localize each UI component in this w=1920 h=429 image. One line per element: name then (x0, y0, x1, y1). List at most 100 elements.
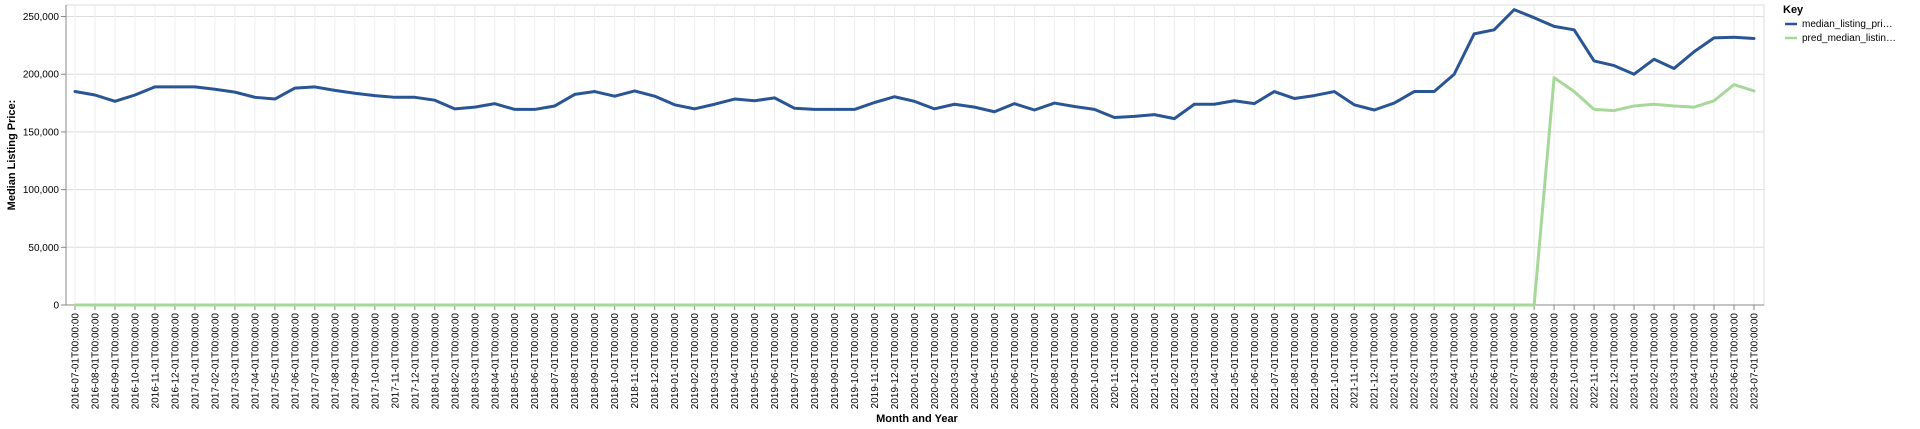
x-axis-title: Month and Year (876, 413, 958, 425)
x-tick-label: 2017-10-01T00:00:00 (370, 313, 381, 410)
x-tick-label: 2018-02-01T00:00:00 (450, 313, 461, 410)
x-tick-label: 2020-08-01T00:00:00 (1050, 313, 1061, 410)
x-tick-label: 2022-09-01T00:00:00 (1550, 313, 1561, 410)
x-tick-label: 2020-02-01T00:00:00 (930, 313, 941, 410)
x-tick-label: 2019-07-01T00:00:00 (790, 313, 801, 410)
x-tick-label: 2020-10-01T00:00:00 (1090, 313, 1101, 410)
x-tick-label: 2022-03-01T00:00:00 (1430, 313, 1441, 410)
x-tick-label: 2022-11-01T00:00:00 (1590, 313, 1601, 409)
y-axis-title: Median Listing Price: (6, 100, 18, 211)
legend-entry-label: median_listing_pri… (1802, 19, 1893, 30)
series-line-pred-median-listing-price (73, 76, 1756, 307)
x-tick-label: 2018-08-01T00:00:00 (570, 313, 581, 410)
x-tick-label: 2020-05-01T00:00:00 (990, 313, 1001, 410)
x-tick-label: 2018-06-01T00:00:00 (530, 313, 541, 410)
x-tick-label: 2017-03-01T00:00:00 (230, 313, 241, 410)
x-tick-label: 2019-03-01T00:00:00 (710, 313, 721, 410)
x-tick-label: 2021-04-01T00:00:00 (1210, 313, 1221, 410)
x-tick-label: 2020-01-01T00:00:00 (910, 313, 921, 410)
x-tick-label: 2020-09-01T00:00:00 (1070, 313, 1081, 410)
x-tick-label: 2023-03-01T00:00:00 (1670, 313, 1681, 410)
x-tick-label: 2018-05-01T00:00:00 (510, 313, 521, 410)
x-tick-label: 2023-02-01T00:00:00 (1650, 313, 1661, 410)
legend-title: Key (1783, 4, 1804, 16)
x-tick-label: 2017-08-01T00:00:00 (330, 313, 341, 410)
x-tick-label: 2016-11-01T00:00:00 (150, 313, 161, 409)
series-lines (73, 8, 1756, 307)
x-tick-label: 2018-07-01T00:00:00 (550, 313, 561, 410)
x-tick-label: 2022-01-01T00:00:00 (1390, 313, 1401, 410)
gridlines (65, 4, 1765, 306)
x-tick-label: 2020-04-01T00:00:00 (970, 313, 981, 410)
y-tick-label: 200,000 (23, 70, 60, 81)
x-tick-label: 2019-08-01T00:00:00 (810, 313, 821, 410)
x-tick-label: 2021-01-01T00:00:00 (1150, 313, 1161, 410)
x-tick-label: 2020-07-01T00:00:00 (1030, 313, 1041, 410)
series-line-median-listing-price (73, 8, 1756, 121)
x-tick-label: 2022-05-01T00:00:00 (1470, 313, 1481, 410)
y-tick-label: 150,000 (23, 127, 60, 138)
x-tick-label: 2022-06-01T00:00:00 (1490, 313, 1501, 410)
x-tick-label: 2022-04-01T00:00:00 (1450, 313, 1461, 410)
x-tick-label: 2019-10-01T00:00:00 (850, 313, 861, 410)
x-tick-label: 2021-12-01T00:00:00 (1370, 313, 1381, 410)
x-tick-label: 2020-03-01T00:00:00 (950, 313, 961, 410)
x-tick-label: 2017-01-01T00:00:00 (190, 313, 201, 410)
x-tick-label: 2021-03-01T00:00:00 (1190, 313, 1201, 410)
y-tick-label: 50,000 (28, 243, 59, 254)
x-tick-label: 2018-09-01T00:00:00 (590, 313, 601, 410)
x-tick-label: 2019-04-01T00:00:00 (730, 313, 741, 410)
legend-entry-label: pred_median_listin… (1802, 33, 1896, 44)
x-tick-label: 2021-05-01T00:00:00 (1230, 313, 1241, 410)
x-tick-label: 2021-02-01T00:00:00 (1170, 313, 1181, 410)
x-tick-label: 2020-11-01T00:00:00 (1110, 313, 1121, 409)
x-tick-label: 2023-06-01T00:00:00 (1730, 313, 1741, 410)
x-tick-label: 2018-03-01T00:00:00 (470, 313, 481, 410)
x-tick-label: 2022-02-01T00:00:00 (1410, 313, 1421, 410)
x-tick-label: 2018-01-01T00:00:00 (430, 313, 441, 410)
x-tick-label: 2017-07-01T00:00:00 (310, 313, 321, 410)
x-tick-label: 2016-10-01T00:00:00 (130, 313, 141, 410)
x-tick-label: 2019-05-01T00:00:00 (750, 313, 761, 410)
x-tick-label: 2022-10-01T00:00:00 (1570, 313, 1581, 410)
x-tick-label: 2021-07-01T00:00:00 (1270, 313, 1281, 410)
x-tick-label: 2017-09-01T00:00:00 (350, 313, 361, 410)
x-tick-label: 2020-06-01T00:00:00 (1010, 313, 1021, 410)
x-tick-label: 2020-12-01T00:00:00 (1130, 313, 1141, 410)
x-tick-label: 2016-08-01T00:00:00 (90, 313, 101, 410)
x-tick-label: 2021-08-01T00:00:00 (1290, 313, 1301, 410)
x-tick-label: 2017-12-01T00:00:00 (410, 313, 421, 410)
axes: 0 50,000 100,000 150,000 200,000 250,000 2016-… (23, 5, 1764, 409)
x-tick-label: 2019-02-01T00:00:00 (690, 313, 701, 410)
x-tick-label: 2022-08-01T00:00:00 (1530, 313, 1541, 410)
x-tick-label: 2019-09-01T00:00:00 (830, 313, 841, 410)
x-tick-label: 2017-06-01T00:00:00 (290, 313, 301, 410)
x-tick-label: 2021-06-01T00:00:00 (1250, 313, 1261, 410)
x-tick-label: 2016-07-01T00:00:00 (71, 313, 82, 410)
x-tick-label: 2022-12-01T00:00:00 (1610, 313, 1621, 410)
x-tick-label: 2019-12-01T00:00:00 (890, 313, 901, 410)
x-tick-label: 2017-04-01T00:00:00 (250, 313, 261, 410)
x-tick-label: 2019-11-01T00:00:00 (870, 313, 881, 409)
x-tick-label: 2018-04-01T00:00:00 (490, 313, 501, 410)
x-tick-label: 2018-10-01T00:00:00 (610, 313, 621, 410)
x-tick-label: 2018-12-01T00:00:00 (650, 313, 661, 410)
x-tick-label: 2021-10-01T00:00:00 (1330, 313, 1341, 410)
x-tick-label: 2016-12-01T00:00:00 (170, 313, 181, 410)
x-tick-label: 2019-06-01T00:00:00 (770, 313, 781, 410)
x-tick-label: 2017-02-01T00:00:00 (210, 313, 221, 410)
x-tick-label: 2023-04-01T00:00:00 (1690, 313, 1701, 410)
x-tick-label: 2021-11-01T00:00:00 (1350, 313, 1361, 409)
x-tick-label: 2017-11-01T00:00:00 (390, 313, 401, 409)
x-tick-label: 2023-01-01T00:00:00 (1630, 313, 1641, 410)
x-tick-label: 2018-11-01T00:00:00 (630, 313, 641, 409)
x-tick-label: 2021-09-01T00:00:00 (1310, 313, 1321, 410)
y-tick-label: 100,000 (23, 185, 60, 196)
x-tick-label: 2022-07-01T00:00:00 (1510, 313, 1521, 410)
x-tick-label: 2019-01-01T00:00:00 (670, 313, 681, 410)
x-tick-label: 2017-05-01T00:00:00 (270, 313, 281, 410)
x-tick-label: 2016-09-01T00:00:00 (110, 313, 121, 410)
x-tick-label: 2023-05-01T00:00:00 (1710, 313, 1721, 410)
y-tick-label: 250,000 (23, 12, 60, 23)
